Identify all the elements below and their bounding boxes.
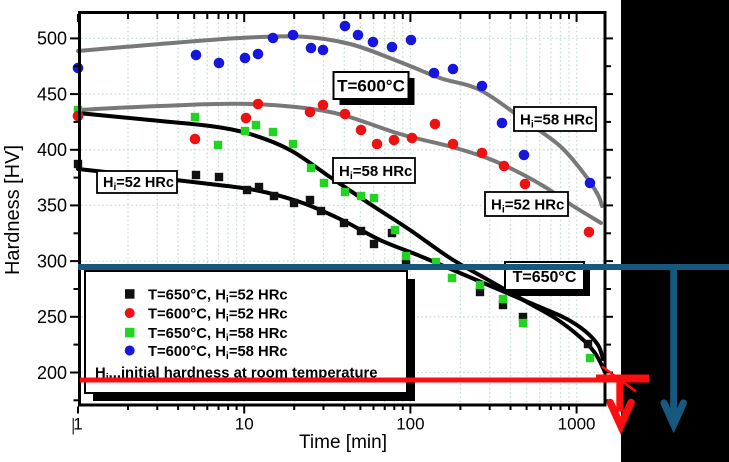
- svg-text:Hi=58 HRc: Hi=58 HRc: [520, 111, 593, 130]
- svg-text:Time [min]: Time [min]: [299, 432, 387, 453]
- svg-text:450: 450: [37, 84, 67, 104]
- svg-text:1000: 1000: [558, 415, 596, 434]
- svg-text:10: 10: [235, 415, 254, 434]
- svg-text:Hi=52 HRc: Hi=52 HRc: [491, 196, 564, 215]
- svg-text:T=650°C, Hi=52 HRc: T=650°C, Hi=52 HRc: [148, 287, 288, 305]
- svg-text:1: 1: [73, 415, 82, 434]
- svg-text:300: 300: [37, 251, 67, 271]
- svg-text:Hardness [HV]: Hardness [HV]: [2, 145, 24, 275]
- svg-text:200: 200: [37, 363, 67, 383]
- svg-text:400: 400: [37, 140, 67, 160]
- svg-text:250: 250: [37, 307, 67, 327]
- svg-text:T=600°C, Hi=58 HRc: T=600°C, Hi=58 HRc: [148, 344, 288, 362]
- svg-text:T=600°C: T=600°C: [337, 77, 405, 96]
- svg-text:Hi=52 HRc: Hi=52 HRc: [103, 175, 174, 193]
- svg-text:Hi=58 HRc: Hi=58 HRc: [339, 163, 412, 182]
- svg-text:500: 500: [37, 29, 67, 49]
- svg-text:T=600°C, Hi=52 HRc: T=600°C, Hi=52 HRc: [148, 306, 288, 324]
- svg-text:T=650°C, Hi=58 HRc: T=650°C, Hi=58 HRc: [148, 326, 288, 344]
- svg-text:100: 100: [396, 415, 424, 434]
- svg-text:350: 350: [37, 196, 67, 216]
- svg-text:T=650°C: T=650°C: [513, 269, 577, 286]
